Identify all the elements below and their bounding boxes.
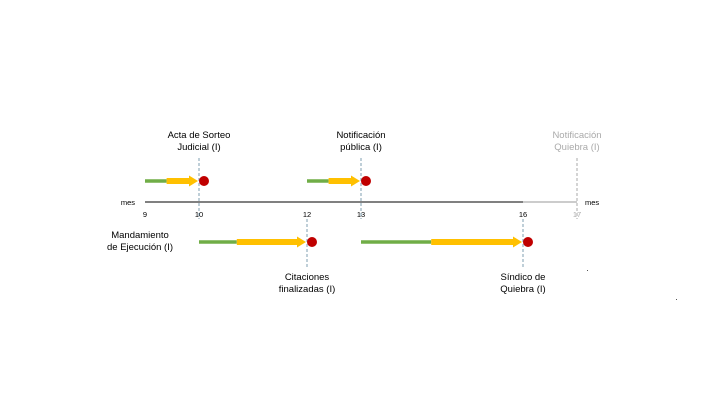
progress-bar-acta-sorteo — [166, 178, 189, 184]
tick-label-12: 12 — [303, 210, 311, 219]
progress-bar-citaciones-finalizadas — [236, 239, 297, 245]
arrow-head-notificacion-publica — [351, 175, 360, 187]
event-label-notificacion-publica-line2: pública (I) — [340, 142, 382, 153]
milestone-dot-acta-sorteo — [199, 176, 209, 186]
tick-label-9: 9 — [143, 210, 147, 219]
arrow-head-acta-sorteo — [189, 175, 198, 187]
event-label-acta-sorteo-line1: Acta de Sorteo — [168, 130, 231, 141]
arrow-head-citaciones-finalizadas — [297, 236, 306, 248]
progress-bar-sindico-quiebra — [431, 239, 513, 245]
event-label-citaciones-finalizadas-line1: Citaciones — [285, 272, 330, 283]
stray-dot-1 — [587, 270, 588, 271]
progress-bar-notificacion-publica — [328, 178, 351, 184]
arrow-head-sindico-quiebra — [513, 236, 522, 248]
event-label-notificacion-publica-line1: Notificación — [336, 130, 385, 141]
milestone-dot-notificacion-publica — [361, 176, 371, 186]
side-label-line2: de Ejecución (I) — [107, 242, 173, 253]
axis-unit-right: mes — [585, 198, 599, 207]
event-label-notificacion-quiebra-line2: Quiebra (I) — [554, 142, 599, 153]
event-label-sindico-quiebra-line1: Síndico de — [501, 272, 546, 283]
tick-label-16: 16 — [519, 210, 527, 219]
axis-unit-left: mes — [121, 198, 135, 207]
stray-dot-2 — [676, 299, 677, 300]
event-label-notificacion-quiebra-line1: Notificación — [552, 130, 601, 141]
event-label-sindico-quiebra-line2: Quiebra (I) — [500, 284, 545, 295]
event-label-citaciones-finalizadas-line2: finalizadas (I) — [279, 284, 336, 295]
milestone-dot-sindico-quiebra — [523, 237, 533, 247]
side-label-line1: Mandamiento — [111, 230, 169, 241]
milestone-dot-citaciones-finalizadas — [307, 237, 317, 247]
event-label-acta-sorteo-line2: Judicial (I) — [177, 142, 220, 153]
